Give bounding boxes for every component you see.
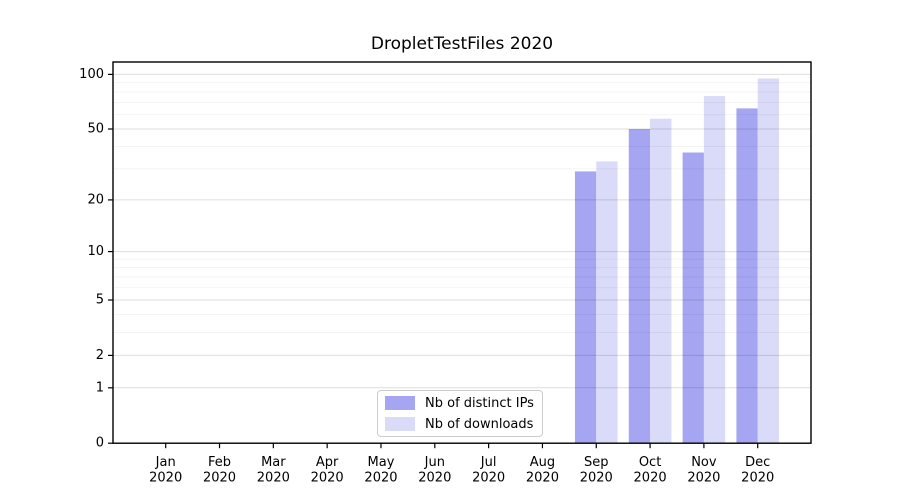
legend-item-downloads: Nb of downloads [385, 416, 542, 433]
legend-label-downloads: Nb of downloads [425, 416, 534, 432]
y-tick-label: 1 [96, 380, 104, 395]
y-tick-label: 2 [96, 348, 104, 363]
bar-downloads-nov [703, 96, 726, 444]
y-tick-label: 20 [87, 192, 104, 207]
bar-distinct-ips-sep [574, 171, 597, 444]
bar-distinct-ips-dec [736, 108, 758, 444]
y-tick-label: 0 [96, 436, 104, 451]
x-tick-label-jun: Jun 2020 [418, 455, 451, 486]
y-tick-label: 100 [79, 67, 104, 82]
y-tick-label: 50 [87, 122, 104, 137]
bar-distinct-ips-nov [682, 152, 704, 444]
legend-swatch-downloads [385, 417, 415, 431]
y-tick-label: 5 [96, 293, 104, 308]
x-tick-label-may: May 2020 [364, 455, 397, 486]
x-tick-label-sep: Sep 2020 [580, 455, 613, 486]
x-tick-label-feb: Feb 2020 [203, 455, 236, 486]
bar-distinct-ips-oct [628, 129, 651, 444]
legend-swatch-distinct-ips [385, 396, 415, 410]
x-tick-label-jan: Jan 2020 [149, 455, 182, 486]
axis-frame [112, 61, 812, 444]
legend-label-distinct-ips: Nb of distinct IPs [425, 395, 534, 411]
legend-item-distinct-ips: Nb of distinct IPs [385, 395, 542, 412]
bar-downloads-sep [596, 161, 618, 444]
chart-title: DropletTestFiles 2020 [370, 34, 554, 54]
x-tick-label-jul: Jul 2020 [472, 455, 505, 486]
x-tick-label-oct: Oct 2020 [634, 455, 667, 486]
x-tick-label-apr: Apr 2020 [311, 455, 344, 486]
legend: Nb of distinct IPs Nb of downloads [377, 390, 543, 437]
x-tick-label-mar: Mar 2020 [257, 455, 290, 486]
x-tick-label-nov: Nov 2020 [687, 455, 720, 486]
x-tick-label-dec: Dec 2020 [741, 455, 774, 486]
bar-downloads-dec [757, 78, 780, 444]
y-tick-label: 10 [87, 244, 104, 259]
x-tick-label-aug: Aug 2020 [526, 455, 559, 486]
bar-downloads-oct [650, 118, 672, 444]
